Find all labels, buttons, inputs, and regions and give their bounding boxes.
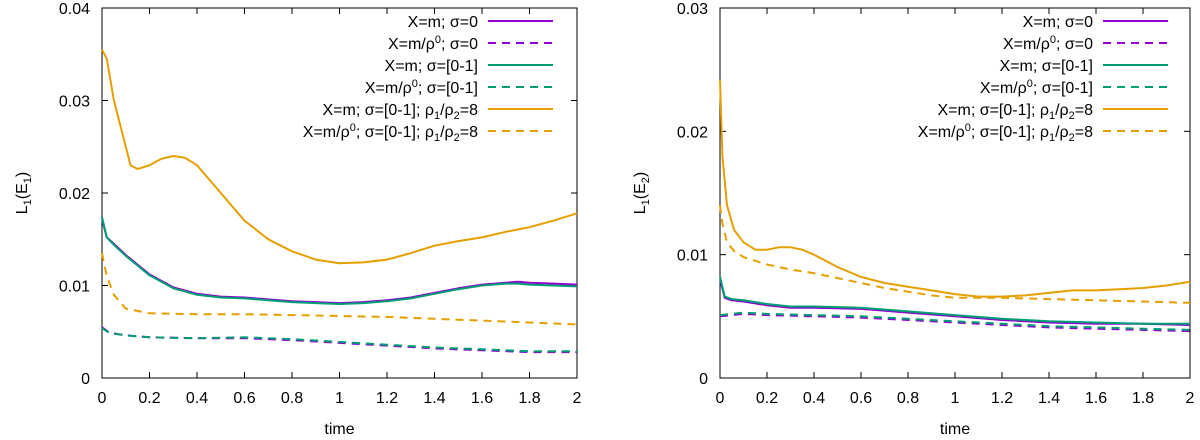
x-tick-label: 1.8 xyxy=(518,390,540,407)
x-tick-label: 0.2 xyxy=(138,390,160,407)
x-tick-label: 0.2 xyxy=(756,390,778,407)
series-line xyxy=(719,311,1191,331)
x-tick-label: 1.6 xyxy=(471,390,493,407)
legend-label: X=m; σ=[0-1]; ρ1/ρ2=8 xyxy=(322,102,478,122)
y-axis-title: L1(E1) xyxy=(14,172,34,214)
x-tick-label: 1 xyxy=(335,390,344,407)
y-axis-title: L1(E2) xyxy=(632,172,652,214)
y-tick-label: 0.03 xyxy=(59,94,90,111)
x-tick-label: 1.2 xyxy=(991,390,1013,407)
y-tick-label: 0.02 xyxy=(59,186,90,203)
x-tick-label: 0.6 xyxy=(850,390,872,407)
chart-left: 0 0.2 0.4 0.6 0.8 1 1.2 1.4 1.6 1.8 2 0 0.01 0.02 0.03… xyxy=(14,1,582,438)
legend-label: X=m; σ=0 xyxy=(408,14,478,31)
chart-right: 0 0.2 0.4 0.6 0.8 1 1.2 1.4 1.6 1.8 2 0 0.01 0.02 0.03… xyxy=(632,1,1195,438)
y-tick-label: 0.01 xyxy=(677,248,708,265)
x-tick-label: 0.8 xyxy=(281,390,303,407)
y-tick-label: 0.02 xyxy=(677,124,708,141)
x-tick-label: 0.6 xyxy=(233,390,255,407)
x-tick-label: 0.8 xyxy=(897,390,919,407)
x-tick-label: 1.4 xyxy=(1038,390,1060,407)
series-line xyxy=(101,327,577,353)
series-line xyxy=(101,252,578,326)
y-tick-label: 0.03 xyxy=(677,1,708,18)
series-line xyxy=(719,279,1191,326)
series-line xyxy=(719,205,1191,304)
x-axis-title: time xyxy=(324,421,354,438)
x-tick-label: 1.8 xyxy=(1132,390,1154,407)
series-line xyxy=(101,49,578,265)
x-tick-label: 1.4 xyxy=(423,390,445,407)
y-tick-label: 0 xyxy=(81,371,90,388)
y-tick-label: 0 xyxy=(699,371,708,388)
x-tick-label: 1.6 xyxy=(1085,390,1107,407)
x-tick-label: 2 xyxy=(573,390,582,407)
legend-label: X=m/ρ0; σ=0 xyxy=(1003,34,1093,53)
legend-label: X=m/ρ0; σ=0 xyxy=(388,34,478,53)
legend-label: X=m/ρ0; σ=[0-1] xyxy=(980,78,1093,97)
x-tick-label: 0 xyxy=(98,390,107,407)
x-tick-label: 0.4 xyxy=(186,390,208,407)
legend-label: X=m/ρ0; σ=[0-1]; ρ1/ρ2=8 xyxy=(918,122,1093,144)
series-line xyxy=(101,216,578,305)
legend-label: X=m; σ=0 xyxy=(1023,14,1093,31)
plot-frame xyxy=(101,7,578,379)
x-tick-label: 0.4 xyxy=(803,390,825,407)
series-line xyxy=(719,312,1191,333)
x-tick-label: 0 xyxy=(716,390,725,407)
legend-label: X=m/ρ0; σ=[0-1]; ρ1/ρ2=8 xyxy=(303,122,478,144)
x-tick-label: 2 xyxy=(1186,390,1195,407)
x-tick-label: 1 xyxy=(951,390,960,407)
series-line xyxy=(101,326,577,354)
legend-label: X=m/ρ0; σ=[0-1] xyxy=(365,78,478,97)
x-tick-label: 1.2 xyxy=(376,390,398,407)
y-tick-label: 0.01 xyxy=(59,279,90,296)
series-line xyxy=(719,79,1191,298)
y-tick-label: 0.04 xyxy=(59,1,90,18)
x-axis-title: time xyxy=(940,421,970,438)
legend-label: X=m; σ=[0-1]; ρ1/ρ2=8 xyxy=(937,102,1093,122)
series-line xyxy=(719,276,1190,325)
legend-label: X=m; σ=[0-1] xyxy=(385,58,478,75)
legend-label: X=m; σ=[0-1] xyxy=(1000,58,1093,75)
